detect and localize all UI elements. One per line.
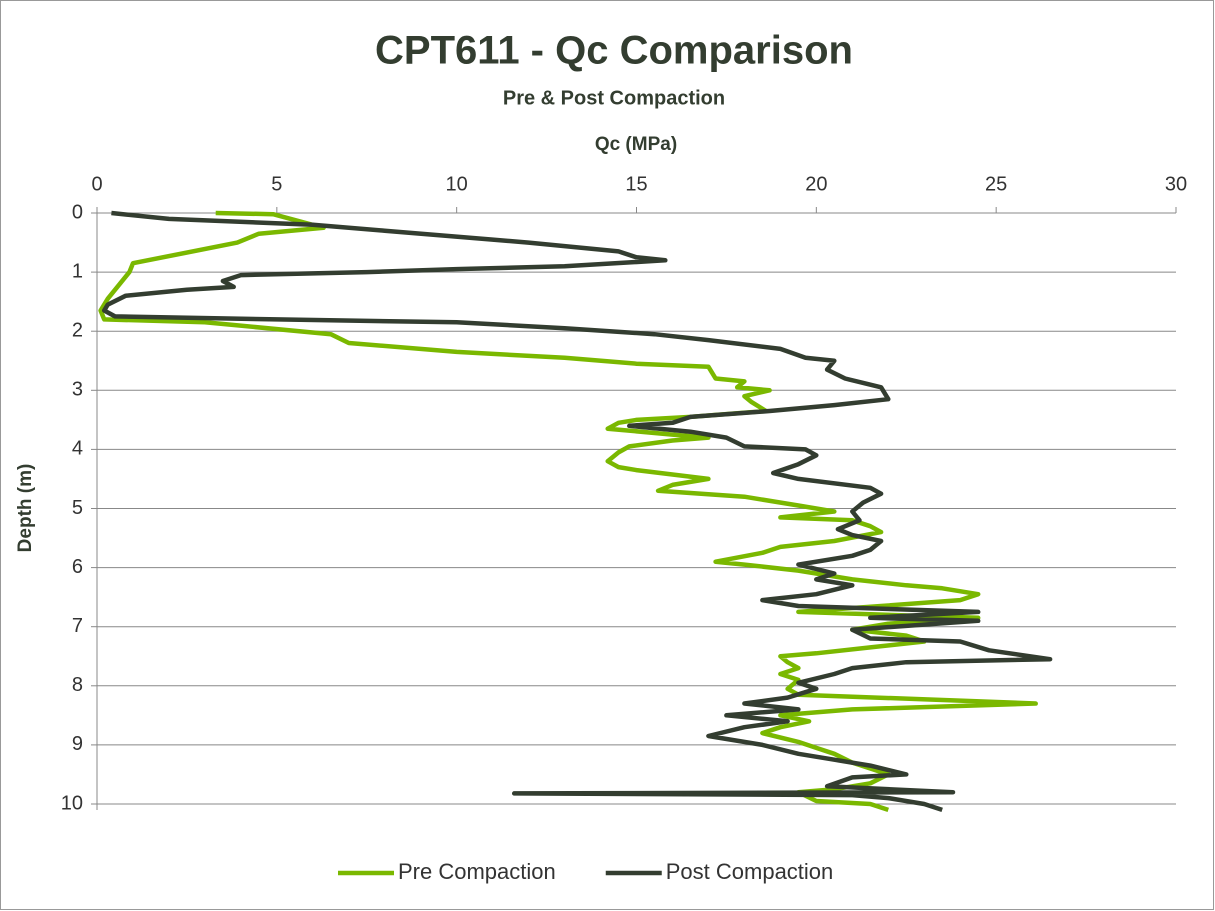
chart-title: CPT611 - Qc Comparison <box>375 29 853 73</box>
y-tick-label: 1 <box>72 260 83 282</box>
x-tick-label: 25 <box>985 173 1007 195</box>
y-tick-label: 10 <box>61 792 83 814</box>
y-tick-label: 0 <box>72 201 83 223</box>
y-tick-label: 7 <box>72 615 83 637</box>
legend-label: Post Compaction <box>666 859 834 884</box>
y-tick-label: 2 <box>72 319 83 341</box>
y-tick-label: 9 <box>72 733 83 755</box>
x-tick-label: 10 <box>446 173 468 195</box>
series-line <box>101 210 1053 813</box>
x-tick-label: 5 <box>271 173 282 195</box>
y-axis-title: Depth (m) <box>15 464 36 553</box>
x-tick-label: 30 <box>1165 173 1187 195</box>
y-tick-label: 3 <box>72 379 83 401</box>
x-axis-title: Qc (MPa) <box>595 134 677 155</box>
series-line <box>98 210 1038 813</box>
y-tick-label: 6 <box>72 556 83 578</box>
x-tick-label: 20 <box>805 173 827 195</box>
y-tick-label: 5 <box>72 497 83 519</box>
y-tick-label: 4 <box>72 438 83 460</box>
chart-subtitle: Pre & Post Compaction <box>503 87 725 109</box>
x-tick-label: 0 <box>91 173 102 195</box>
y-tick-label: 8 <box>72 674 83 696</box>
legend-label: Pre Compaction <box>398 859 556 884</box>
x-tick-label: 15 <box>625 173 647 195</box>
